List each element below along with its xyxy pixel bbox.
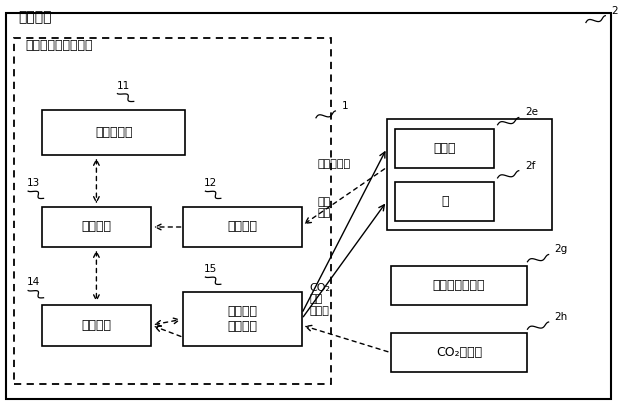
FancyBboxPatch shape [42,207,151,247]
Text: 13: 13 [27,178,40,188]
Text: 計測装置: 計測装置 [228,220,258,234]
Text: 12: 12 [204,178,217,188]
Text: 運転データ: 運転データ [317,160,350,169]
Text: 制御
指令: 制御 指令 [317,197,330,218]
Text: 2g: 2g [555,245,568,254]
Text: 記憶装置: 記憶装置 [81,220,112,234]
FancyBboxPatch shape [391,266,527,305]
Text: 1: 1 [341,101,348,111]
Text: 演算装置: 演算装置 [81,319,112,332]
FancyBboxPatch shape [395,182,494,221]
FancyBboxPatch shape [391,333,527,372]
Text: パラメータ学習装置: パラメータ学習装置 [25,39,93,52]
Text: 換気装置: 換気装置 [19,10,52,24]
Text: ファン: ファン [434,142,456,155]
FancyBboxPatch shape [387,119,552,230]
Text: 14: 14 [27,277,40,287]
Text: CO₂
濃度
データ: CO₂ 濃度 データ [310,283,331,316]
Text: 2e: 2e [525,108,538,117]
Text: 11: 11 [117,81,130,91]
Text: 2f: 2f [525,161,535,171]
FancyBboxPatch shape [395,129,494,168]
FancyBboxPatch shape [183,207,302,247]
FancyBboxPatch shape [42,110,185,155]
Text: 制御指令
出力装置: 制御指令 出力装置 [228,305,258,333]
Text: 弁: 弁 [441,195,448,208]
Text: 熱交換ユニット: 熱交換ユニット [433,279,485,292]
FancyBboxPatch shape [14,38,331,384]
Text: CO₂センサ: CO₂センサ [436,346,482,359]
Text: 15: 15 [204,264,217,274]
FancyBboxPatch shape [42,305,151,346]
Text: 入出力装置: 入出力装置 [95,126,132,139]
FancyBboxPatch shape [183,292,302,346]
FancyBboxPatch shape [6,13,611,399]
Text: 2h: 2h [555,312,568,322]
Text: 2: 2 [611,6,618,16]
